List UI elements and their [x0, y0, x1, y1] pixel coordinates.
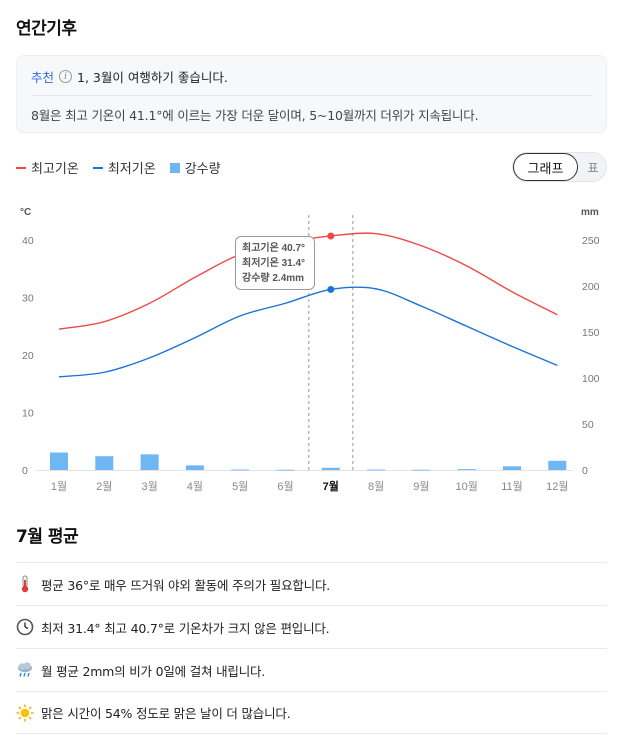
rain-bar — [95, 456, 114, 470]
legend-label: 최고기온 — [31, 162, 79, 177]
rain-bar — [185, 465, 204, 470]
y-tick-label: 20 — [22, 350, 34, 362]
y2-tick-label: 150 — [582, 327, 600, 339]
month-stats-list: 평균 36°로 매우 뜨거워 야외 활동에 주의가 필요합니다. 최저 31.4… — [16, 562, 607, 734]
rain-bar — [548, 460, 567, 470]
y2-tick-label: 0 — [582, 465, 588, 477]
chart-legend: 최고기온 최저기온 강수량 — [16, 158, 221, 177]
rain-bar — [231, 469, 250, 471]
rain-bar — [140, 454, 159, 470]
month-label: 4월 — [187, 480, 203, 493]
month-label: 10월 — [456, 480, 478, 493]
month-label: 8월 — [368, 480, 384, 493]
y2-tick-label: 200 — [582, 281, 600, 293]
y-tick-label: 0 — [22, 465, 28, 477]
clock-icon — [16, 618, 34, 636]
rain-bar — [503, 466, 521, 470]
view-toggle: 그래프 표 — [512, 152, 607, 182]
month-label: 1월 — [51, 480, 67, 493]
legend-item-rain: 강수량 — [169, 158, 221, 177]
y-tick-label: 40 — [22, 235, 34, 247]
month-label: 2월 — [96, 480, 112, 493]
rain-bar — [50, 452, 68, 470]
section-title-annual: 연간기후 — [16, 19, 77, 39]
recommendation-box: 추천 i 1, 3월이 여행하기 좋습니다. 8월은 최고 기온이 41.1°에… — [16, 55, 607, 133]
legend-square-icon — [169, 162, 180, 173]
chart-tooltip: 최고기온 40.7° 최저기온 31.4° 강수량 2.4mm — [235, 236, 315, 290]
climate-chart[interactable]: °C mm 0 10 20 30 40 0 50 100 150 200 250 1월 2월 3월 4월 5월 6월… — [0, 195, 629, 500]
stat-row: 맑은 시간이 54% 정도로 맑은 날이 더 많습니다. — [16, 691, 607, 734]
tooltip-high: 최고기온 40.7° — [242, 243, 306, 254]
rain-bar — [412, 469, 431, 471]
month-label: 3월 — [141, 480, 157, 493]
low-temp-point — [327, 285, 335, 293]
month-label: 5월 — [232, 480, 248, 493]
stat-row: 월 평균 2mm의 비가 0일에 걸쳐 내립니다. — [16, 648, 607, 691]
sun-icon — [16, 704, 34, 722]
info-icon[interactable]: i — [59, 70, 73, 83]
toggle-graph-button[interactable]: 그래프 — [513, 153, 578, 181]
rain-bar — [276, 469, 295, 471]
legend-item-high: 최고기온 — [16, 158, 79, 177]
month-label: 7월 — [323, 479, 339, 493]
toggle-table-button[interactable]: 표 — [587, 160, 599, 175]
divider — [31, 95, 592, 96]
y2-tick-label: 100 — [582, 373, 600, 385]
legend-label: 강수량 — [184, 162, 221, 177]
y2-axis-unit: mm — [581, 207, 599, 218]
rain-bar — [457, 469, 476, 470]
y-tick-label: 10 — [22, 408, 34, 420]
section-title-month: 7월 평균 — [16, 527, 79, 547]
thermometer-icon — [16, 575, 34, 593]
legend-label: 최저기온 — [107, 162, 156, 177]
high-temp-point — [327, 232, 335, 240]
stat-row: 최저 31.4° 최고 40.7°로 기온차가 크지 않은 편입니다. — [16, 605, 607, 648]
y2-tick-label: 50 — [582, 419, 594, 431]
legend-line-icon — [16, 166, 26, 169]
legend-item-low: 최저기온 — [92, 158, 156, 177]
stat-text: 최저 31.4° 최고 40.7°로 기온차가 크지 않은 편입니다. — [41, 620, 330, 636]
month-label: 12월 — [546, 480, 568, 493]
stat-text: 맑은 시간이 54% 정도로 맑은 날이 더 많습니다. — [41, 706, 291, 721]
month-label: 11월 — [501, 480, 523, 493]
stat-text: 평균 36°로 매우 뜨거워 야외 활동에 주의가 필요합니다. — [41, 577, 331, 593]
y2-tick-label: 250 — [582, 235, 600, 247]
tooltip-low: 최저기온 31.4° — [242, 258, 306, 269]
stat-text: 월 평균 2mm의 비가 0일에 걸쳐 내립니다. — [41, 663, 266, 679]
rain-bar — [367, 469, 386, 471]
month-label: 9월 — [413, 480, 429, 493]
rain-bar — [321, 467, 340, 470]
stat-row: 평균 36°로 매우 뜨거워 야외 활동에 주의가 필요합니다. — [16, 562, 607, 605]
y-tick-label: 30 — [22, 293, 34, 305]
month-label: 6월 — [277, 480, 293, 493]
low-temp-line — [58, 286, 558, 378]
recommend-summary: 8월은 최고 기온이 41.1°에 이르는 가장 더운 달이며, 5~10월까지… — [31, 108, 479, 123]
tooltip-rain: 강수량 2.4mm — [242, 273, 305, 284]
recommendation-line: 추천 i 1, 3월이 여행하기 좋습니다. — [31, 67, 228, 86]
y-axis-unit: °C — [20, 207, 31, 218]
legend-line-icon — [92, 166, 103, 169]
recommend-label: 추천 — [31, 70, 55, 85]
rain-cloud-icon — [16, 661, 34, 679]
recommend-text: 1, 3월이 여행하기 좋습니다. — [77, 70, 228, 85]
